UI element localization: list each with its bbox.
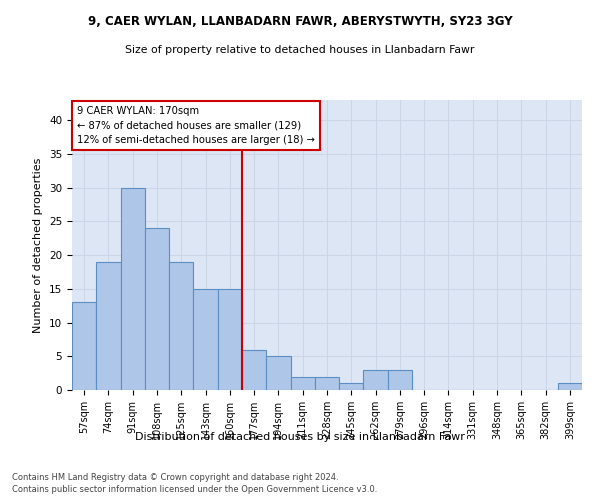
Text: Distribution of detached houses by size in Llanbadarn Fawr: Distribution of detached houses by size … xyxy=(135,432,465,442)
Text: Size of property relative to detached houses in Llanbadarn Fawr: Size of property relative to detached ho… xyxy=(125,45,475,55)
Bar xyxy=(96,262,121,390)
Bar xyxy=(339,384,364,390)
Bar xyxy=(145,228,169,390)
Bar xyxy=(169,262,193,390)
Y-axis label: Number of detached properties: Number of detached properties xyxy=(34,158,43,332)
Bar xyxy=(218,289,242,390)
Bar xyxy=(72,302,96,390)
Text: 9, CAER WYLAN, LLANBADARN FAWR, ABERYSTWYTH, SY23 3GY: 9, CAER WYLAN, LLANBADARN FAWR, ABERYSTW… xyxy=(88,15,512,28)
Bar xyxy=(266,356,290,390)
Bar xyxy=(558,384,582,390)
Bar xyxy=(193,289,218,390)
Bar xyxy=(315,376,339,390)
Text: 9 CAER WYLAN: 170sqm
← 87% of detached houses are smaller (129)
12% of semi-deta: 9 CAER WYLAN: 170sqm ← 87% of detached h… xyxy=(77,106,315,146)
Text: Contains public sector information licensed under the Open Government Licence v3: Contains public sector information licen… xyxy=(12,485,377,494)
Bar xyxy=(388,370,412,390)
Text: Contains HM Land Registry data © Crown copyright and database right 2024.: Contains HM Land Registry data © Crown c… xyxy=(12,472,338,482)
Bar xyxy=(121,188,145,390)
Bar xyxy=(364,370,388,390)
Bar xyxy=(242,350,266,390)
Bar xyxy=(290,376,315,390)
